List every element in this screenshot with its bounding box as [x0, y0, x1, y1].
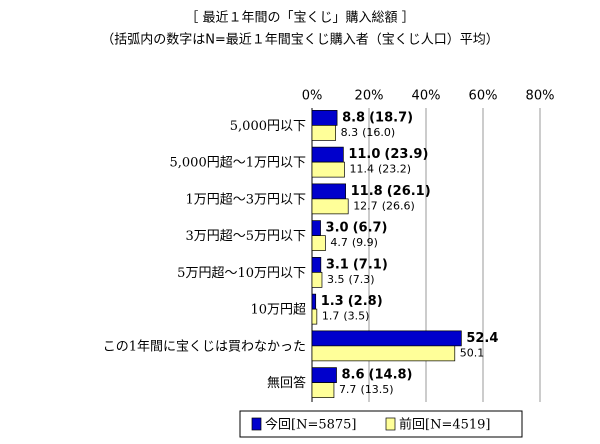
data-note: (13.5): [360, 383, 393, 396]
data-note: (7.1): [353, 257, 388, 272]
bar: [311, 198, 349, 215]
bar: [311, 161, 345, 178]
data-note: (6.7): [353, 221, 388, 236]
chart-subtitle: （括弧内の数字はN=最近１年間宝くじ購入者（宝くじ人口）平均）: [101, 32, 499, 48]
data-note: (26.1): [387, 184, 431, 199]
x-tick-label: 40%: [412, 89, 441, 104]
data-label: 12.7: [353, 199, 378, 212]
data-label: 50.1: [460, 346, 485, 359]
data-label: 11.4: [349, 163, 374, 176]
bar: [311, 382, 335, 398]
bar: [311, 367, 337, 383]
bar: [311, 146, 344, 163]
data-label: 3.5: [327, 273, 345, 286]
y-tick-label: 1万円超～3万円以下: [185, 192, 306, 207]
y-tick-label: 無回答: [267, 375, 306, 391]
data-note: (9.9): [352, 236, 378, 249]
y-tick-label: 3万円超～5万円以下: [185, 229, 306, 244]
bar: [311, 183, 346, 200]
chart-title: ［ 最近１年間の「宝くじ」購入総額 ］: [185, 11, 414, 26]
data-label: 8.8: [342, 110, 365, 125]
bar: [311, 110, 338, 126]
data-note: (14.8): [369, 368, 413, 383]
data-label: 7.7: [339, 383, 357, 396]
data-note: (26.6): [382, 199, 415, 212]
bar: [311, 257, 322, 273]
data-label: 11.0: [348, 147, 380, 162]
data-note: (23.9): [384, 147, 428, 162]
data-label: 3.0: [326, 221, 349, 236]
data-label: 52.4: [466, 331, 498, 346]
y-tick-label: この1年間に宝くじは買わなかった: [103, 339, 306, 354]
data-label: 1.3: [321, 294, 344, 309]
bar: [311, 345, 456, 362]
data-note: (16.0): [362, 126, 395, 139]
data-note: (23.2): [378, 163, 411, 176]
legend-swatch: [251, 417, 262, 431]
bar: [311, 330, 462, 347]
x-tick-label: 80%: [526, 89, 555, 104]
bar: [311, 235, 326, 251]
data-note: (7.3): [348, 273, 374, 286]
data-label: 3.1: [326, 257, 349, 272]
x-tick-label: 0%: [302, 89, 323, 104]
data-label: 11.8: [351, 184, 383, 199]
data-label: 8.6: [342, 368, 365, 383]
y-tick-label: 5,000円超～1万円以下: [170, 156, 307, 171]
data-note: (3.5): [343, 310, 369, 323]
bar: [311, 293, 317, 310]
legend-label: 今回[N=5875]: [265, 417, 357, 433]
x-tick-label: 20%: [355, 89, 384, 104]
data-label: 1.7: [322, 310, 340, 323]
data-label: 8.3: [341, 126, 359, 139]
bar: [311, 308, 318, 325]
data-label: 4.7: [330, 236, 348, 249]
legend-label: 前回[N=4519]: [399, 417, 491, 433]
y-tick-label: 5万円超～10万円以下: [177, 266, 306, 281]
bar: [311, 272, 323, 288]
y-tick-label: 10万円超: [250, 303, 306, 318]
x-tick-label: 60%: [469, 89, 498, 104]
legend-swatch: [385, 417, 396, 431]
legend-box: [239, 410, 523, 438]
y-tick-label: 5,000円以下: [230, 119, 306, 134]
bar: [311, 220, 321, 236]
data-note: (18.7): [369, 110, 413, 125]
data-note: (2.8): [348, 294, 383, 309]
bar: [311, 125, 337, 141]
